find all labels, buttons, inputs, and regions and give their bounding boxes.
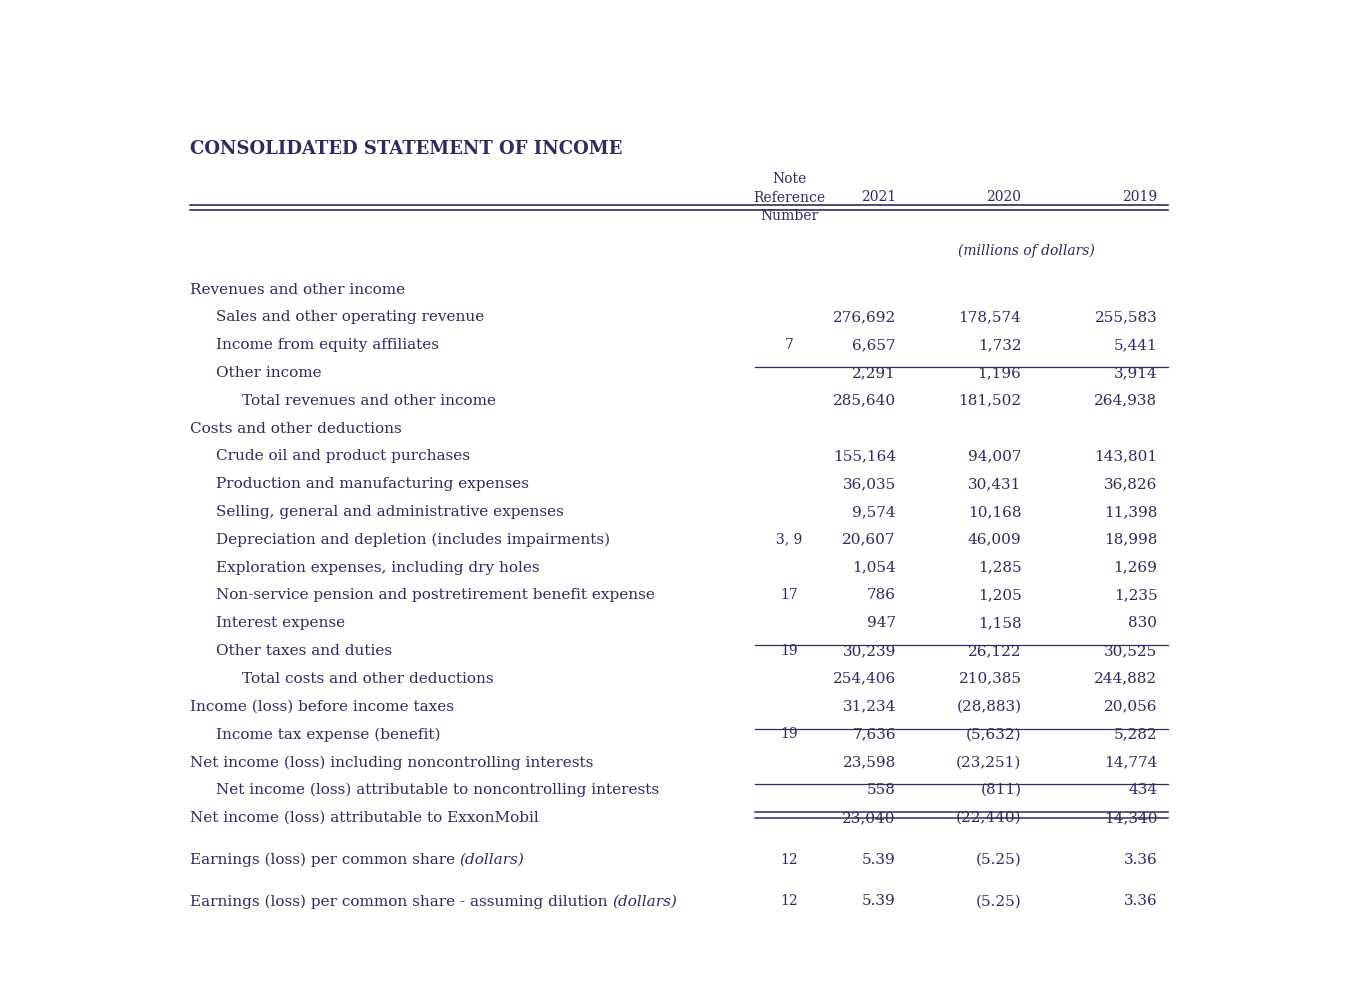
- Text: 558: 558: [867, 783, 896, 797]
- Text: 26,122: 26,122: [968, 643, 1022, 657]
- Text: 36,826: 36,826: [1104, 477, 1157, 491]
- Text: 36,035: 36,035: [842, 477, 896, 491]
- Text: 10,168: 10,168: [968, 504, 1022, 518]
- Text: Net income (loss) including noncontrolling interests: Net income (loss) including noncontrolli…: [189, 755, 593, 769]
- Text: Revenues and other income: Revenues and other income: [189, 283, 405, 297]
- Text: (22,440): (22,440): [956, 810, 1022, 824]
- Text: 3, 9: 3, 9: [776, 532, 802, 546]
- Text: Costs and other deductions: Costs and other deductions: [189, 421, 401, 435]
- Text: 3.36: 3.36: [1123, 894, 1157, 907]
- Text: Crude oil and product purchases: Crude oil and product purchases: [216, 449, 470, 463]
- Text: Total revenues and other income: Total revenues and other income: [242, 394, 495, 408]
- Text: 3.36: 3.36: [1123, 852, 1157, 866]
- Text: Other taxes and duties: Other taxes and duties: [216, 643, 392, 657]
- Text: 9,574: 9,574: [852, 504, 896, 518]
- Text: 5.39: 5.39: [863, 894, 896, 907]
- Text: 7,636: 7,636: [852, 726, 896, 740]
- Text: 6,657: 6,657: [852, 338, 896, 352]
- Text: 3,914: 3,914: [1114, 366, 1157, 380]
- Text: Total costs and other deductions: Total costs and other deductions: [242, 671, 494, 685]
- Text: 1,054: 1,054: [852, 560, 896, 574]
- Text: 2020: 2020: [987, 189, 1022, 203]
- Text: (millions of dollars): (millions of dollars): [958, 243, 1095, 259]
- Text: 20,607: 20,607: [842, 532, 896, 546]
- Text: (dollars): (dollars): [459, 852, 525, 866]
- Text: 2,291: 2,291: [852, 366, 896, 380]
- Text: 264,938: 264,938: [1095, 394, 1157, 408]
- Text: 210,385: 210,385: [958, 671, 1022, 685]
- Text: Income from equity affiliates: Income from equity affiliates: [216, 338, 439, 352]
- Text: 2019: 2019: [1122, 189, 1157, 203]
- Text: 30,525: 30,525: [1104, 643, 1157, 657]
- Text: 178,574: 178,574: [958, 310, 1022, 324]
- Text: (5.25): (5.25): [976, 852, 1022, 866]
- Text: 244,882: 244,882: [1095, 671, 1157, 685]
- Text: Income (loss) before income taxes: Income (loss) before income taxes: [189, 699, 454, 712]
- Text: Non-service pension and postretirement benefit expense: Non-service pension and postretirement b…: [216, 588, 655, 602]
- Text: Sales and other operating revenue: Sales and other operating revenue: [216, 310, 485, 324]
- Text: 786: 786: [867, 588, 896, 602]
- Text: 254,406: 254,406: [833, 671, 896, 685]
- Text: 2021: 2021: [861, 189, 896, 203]
- Text: 12: 12: [780, 894, 798, 907]
- Text: 17: 17: [780, 588, 798, 602]
- Text: Net income (loss) attributable to noncontrolling interests: Net income (loss) attributable to noncon…: [216, 783, 659, 797]
- Text: 18,998: 18,998: [1104, 532, 1157, 546]
- Text: (28,883): (28,883): [956, 699, 1022, 712]
- Text: 30,431: 30,431: [968, 477, 1022, 491]
- Text: 30,239: 30,239: [842, 643, 896, 657]
- Text: 11,398: 11,398: [1104, 504, 1157, 518]
- Text: 181,502: 181,502: [958, 394, 1022, 408]
- Text: 143,801: 143,801: [1095, 449, 1157, 463]
- Text: 31,234: 31,234: [842, 699, 896, 712]
- Text: (5.25): (5.25): [976, 894, 1022, 907]
- Text: 23,040: 23,040: [842, 810, 896, 824]
- Text: Interest expense: Interest expense: [216, 615, 346, 629]
- Text: Exploration expenses, including dry holes: Exploration expenses, including dry hole…: [216, 560, 540, 574]
- Text: CONSOLIDATED STATEMENT OF INCOME: CONSOLIDATED STATEMENT OF INCOME: [189, 139, 622, 157]
- Text: 20,056: 20,056: [1104, 699, 1157, 712]
- Text: (23,251): (23,251): [956, 755, 1022, 769]
- Text: 5,441: 5,441: [1114, 338, 1157, 352]
- Text: (dollars): (dollars): [612, 894, 676, 907]
- Text: 255,583: 255,583: [1095, 310, 1157, 324]
- Text: 276,692: 276,692: [833, 310, 896, 324]
- Text: 1,269: 1,269: [1114, 560, 1157, 574]
- Text: 155,164: 155,164: [833, 449, 896, 463]
- Text: Depreciation and depletion (includes impairments): Depreciation and depletion (includes imp…: [216, 532, 610, 547]
- Text: 5,282: 5,282: [1114, 726, 1157, 740]
- Text: 285,640: 285,640: [833, 394, 896, 408]
- Text: Net income (loss) attributable to ExxonMobil: Net income (loss) attributable to ExxonM…: [189, 810, 539, 824]
- Text: 12: 12: [780, 852, 798, 866]
- Text: 14,774: 14,774: [1104, 755, 1157, 769]
- Text: 19: 19: [780, 726, 798, 740]
- Text: Selling, general and administrative expenses: Selling, general and administrative expe…: [216, 504, 564, 518]
- Text: Other income: Other income: [216, 366, 321, 380]
- Text: 1,205: 1,205: [977, 588, 1022, 602]
- Text: 1,158: 1,158: [977, 615, 1022, 629]
- Text: 7: 7: [784, 338, 794, 352]
- Text: 94,007: 94,007: [968, 449, 1022, 463]
- Text: 947: 947: [867, 615, 896, 629]
- Text: 1,285: 1,285: [977, 560, 1022, 574]
- Text: Production and manufacturing expenses: Production and manufacturing expenses: [216, 477, 529, 491]
- Text: Earnings (loss) per common share - assuming dilution: Earnings (loss) per common share - assum…: [189, 894, 612, 908]
- Text: 830: 830: [1129, 615, 1157, 629]
- Text: Earnings (loss) per common share: Earnings (loss) per common share: [189, 852, 459, 866]
- Text: 46,009: 46,009: [968, 532, 1022, 546]
- Text: (5,632): (5,632): [965, 726, 1022, 740]
- Text: 1,732: 1,732: [977, 338, 1022, 352]
- Text: 19: 19: [780, 643, 798, 657]
- Text: 434: 434: [1129, 783, 1157, 797]
- Text: (811): (811): [980, 783, 1022, 797]
- Text: 1,235: 1,235: [1114, 588, 1157, 602]
- Text: 1,196: 1,196: [977, 366, 1022, 380]
- Text: 14,340: 14,340: [1104, 810, 1157, 824]
- Text: Note
Reference
Number: Note Reference Number: [753, 172, 825, 222]
- Text: Income tax expense (benefit): Income tax expense (benefit): [216, 726, 440, 741]
- Text: 5.39: 5.39: [863, 852, 896, 866]
- Text: 23,598: 23,598: [842, 755, 896, 769]
